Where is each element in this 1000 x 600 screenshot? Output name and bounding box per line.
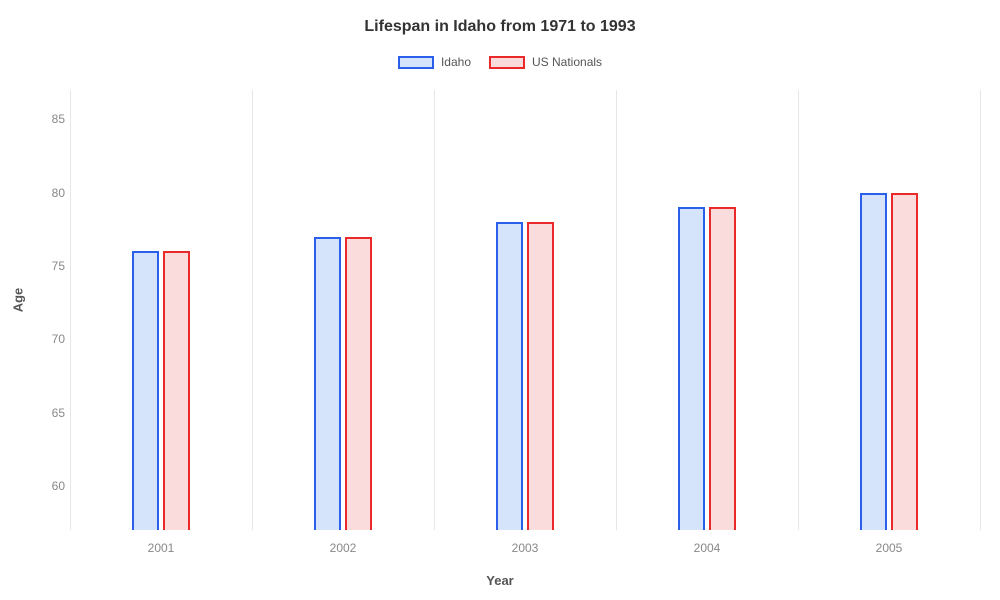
- bar-us-nationals: [527, 222, 554, 530]
- legend: Idaho US Nationals: [0, 55, 1000, 69]
- gridline-vertical: [616, 90, 617, 530]
- y-tick-label: 70: [35, 332, 65, 346]
- gridline-vertical: [252, 90, 253, 530]
- x-axis-label: Year: [486, 573, 513, 588]
- gridline-vertical: [980, 90, 981, 530]
- gridline-vertical: [70, 90, 71, 530]
- x-tick-label: 2005: [876, 541, 903, 555]
- y-tick-label: 60: [35, 479, 65, 493]
- bar-idaho: [314, 237, 341, 530]
- bar-us-nationals: [891, 193, 918, 530]
- gridline-vertical: [434, 90, 435, 530]
- x-tick-label: 2002: [330, 541, 357, 555]
- plot-area: 60657075808520012002200320042005: [70, 90, 980, 530]
- bar-us-nationals: [163, 251, 190, 530]
- legend-item-us: US Nationals: [489, 55, 602, 69]
- x-tick-label: 2004: [694, 541, 721, 555]
- y-tick-label: 75: [35, 259, 65, 273]
- bar-idaho: [860, 193, 887, 530]
- x-tick-label: 2003: [512, 541, 539, 555]
- legend-item-idaho: Idaho: [398, 55, 471, 69]
- gridline-vertical: [798, 90, 799, 530]
- x-tick-label: 2001: [148, 541, 175, 555]
- y-tick-label: 80: [35, 186, 65, 200]
- y-tick-label: 85: [35, 112, 65, 126]
- legend-label: US Nationals: [532, 55, 602, 69]
- chart-container: Lifespan in Idaho from 1971 to 1993 Idah…: [0, 0, 1000, 600]
- y-tick-label: 65: [35, 406, 65, 420]
- chart-title: Lifespan in Idaho from 1971 to 1993: [0, 18, 1000, 36]
- legend-swatch-idaho: [398, 56, 434, 69]
- bar-us-nationals: [709, 207, 736, 530]
- y-axis-label: Age: [11, 288, 26, 313]
- bar-us-nationals: [345, 237, 372, 530]
- bar-idaho: [132, 251, 159, 530]
- legend-swatch-us: [489, 56, 525, 69]
- bar-idaho: [678, 207, 705, 530]
- legend-label: Idaho: [441, 55, 471, 69]
- bar-idaho: [496, 222, 523, 530]
